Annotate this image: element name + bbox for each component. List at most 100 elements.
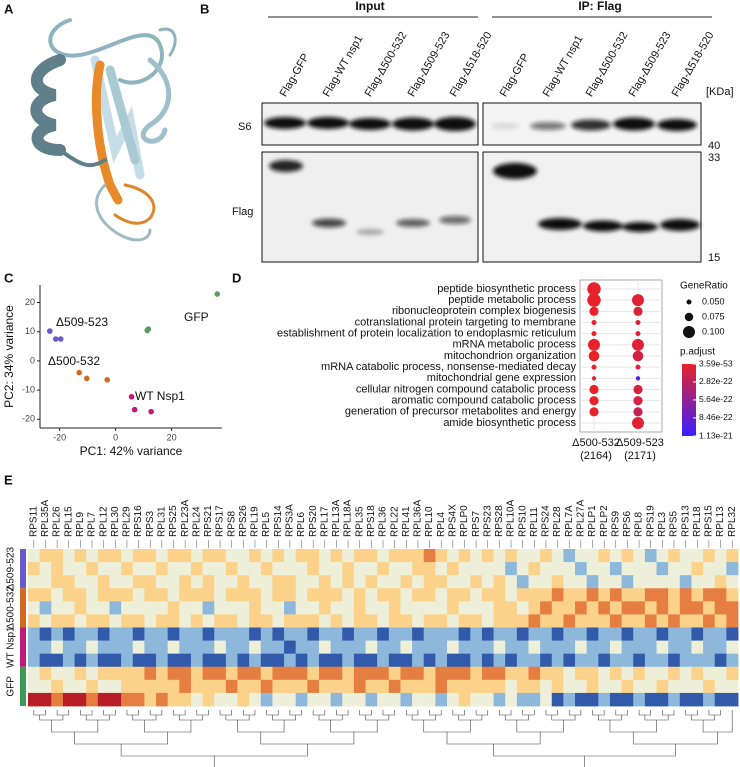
heat-cell [575, 627, 588, 641]
heat-cell [249, 692, 262, 707]
heat-cell [726, 562, 739, 576]
heat-cell [505, 588, 518, 602]
heat-cell [714, 562, 727, 576]
heat-cell [109, 614, 122, 628]
heat-cell [609, 588, 623, 602]
heat-cell [481, 562, 494, 576]
column-label: RPS20 [308, 505, 319, 537]
heat-cell [62, 588, 75, 602]
column-label: RPL15 [63, 506, 74, 537]
heat-cell [156, 653, 169, 668]
heat-cell [74, 575, 87, 589]
heat-cell [97, 562, 110, 576]
heat-cell [505, 666, 518, 681]
heat-cell [703, 666, 716, 681]
legend-label: 0.075 [702, 311, 725, 321]
heat-cell [342, 666, 355, 681]
heat-cell [62, 562, 75, 576]
dot [632, 338, 644, 351]
heat-cell [39, 549, 52, 563]
heat-cell [679, 588, 692, 602]
heat-cell [260, 588, 273, 602]
heat-cell [132, 627, 145, 641]
heat-cell [353, 640, 366, 655]
heat-cell [691, 653, 704, 668]
heat-cell [51, 575, 64, 589]
heat-cell [551, 575, 564, 589]
column-label: RPL24 [191, 506, 202, 537]
heat-cell [435, 666, 448, 681]
heat-cell [62, 653, 75, 668]
heat-cell [668, 640, 681, 655]
heat-cell [156, 562, 169, 576]
heat-cell [703, 614, 716, 628]
heat-cell [284, 627, 297, 641]
dot [591, 331, 597, 337]
heat-cell [144, 575, 157, 589]
heat-cell [516, 666, 529, 681]
panel-label: D [232, 270, 241, 285]
heat-cell [412, 601, 425, 615]
heat-cell [202, 575, 215, 589]
dendro-link [493, 744, 676, 757]
heat-cell [225, 601, 238, 615]
heat-cell [202, 614, 215, 628]
heat-cell [481, 614, 494, 628]
heat-cell [493, 679, 506, 694]
heat-cell [388, 601, 401, 615]
heat-cell [51, 562, 64, 576]
heat-cell [412, 614, 425, 628]
heat-cell [435, 562, 448, 576]
heat-cell [423, 653, 436, 668]
heat-cell [190, 549, 203, 563]
dendro-link [702, 720, 733, 733]
dendro-link [225, 715, 250, 721]
heat-cell [144, 588, 157, 602]
heat-cell [342, 614, 355, 628]
heat-cell [470, 640, 483, 655]
heat-cell [179, 653, 192, 668]
heat-cell [144, 679, 157, 694]
heat-cell [121, 562, 134, 576]
heat-cell [62, 666, 75, 681]
heat-cell [132, 549, 145, 563]
heat-cell [528, 614, 541, 628]
heat-cell [691, 549, 704, 563]
group-bar [20, 588, 26, 628]
heat-cell [353, 653, 366, 668]
heat-cell [528, 666, 541, 681]
heat-cell [179, 640, 192, 655]
heat-cell [295, 692, 308, 707]
heat-cell [458, 575, 471, 589]
heat-cell [342, 640, 355, 655]
point [76, 369, 82, 376]
heat-cell [260, 614, 273, 628]
heat-cell [540, 614, 553, 628]
column-label: RPS23 [482, 505, 493, 537]
heat-cell [365, 653, 378, 668]
dot [591, 376, 597, 381]
heat-cell [225, 679, 238, 694]
heat-cell [412, 549, 425, 563]
heat-cell [412, 575, 425, 589]
heat-cell [190, 692, 203, 707]
group-bar [20, 549, 26, 589]
legend-dot [686, 299, 692, 305]
heat-cell [214, 549, 227, 563]
term-label: ribonucleoprotein complex biogenesis [392, 305, 577, 317]
heat-cell [28, 614, 41, 628]
heat-cell [726, 679, 739, 694]
heat-cell [447, 575, 460, 589]
column-label: RPL13A [331, 499, 342, 537]
heat-cell [400, 549, 413, 563]
heat-cell [621, 549, 634, 563]
heat-cell [167, 601, 180, 615]
heat-cell [714, 588, 727, 602]
dendro-link [429, 710, 442, 716]
heat-cell [516, 679, 529, 694]
dot [587, 293, 601, 307]
heat-cell [435, 575, 448, 589]
column-label: Δ500-532 [572, 437, 620, 449]
heat-cell [62, 575, 75, 589]
heat-cell [679, 614, 692, 628]
